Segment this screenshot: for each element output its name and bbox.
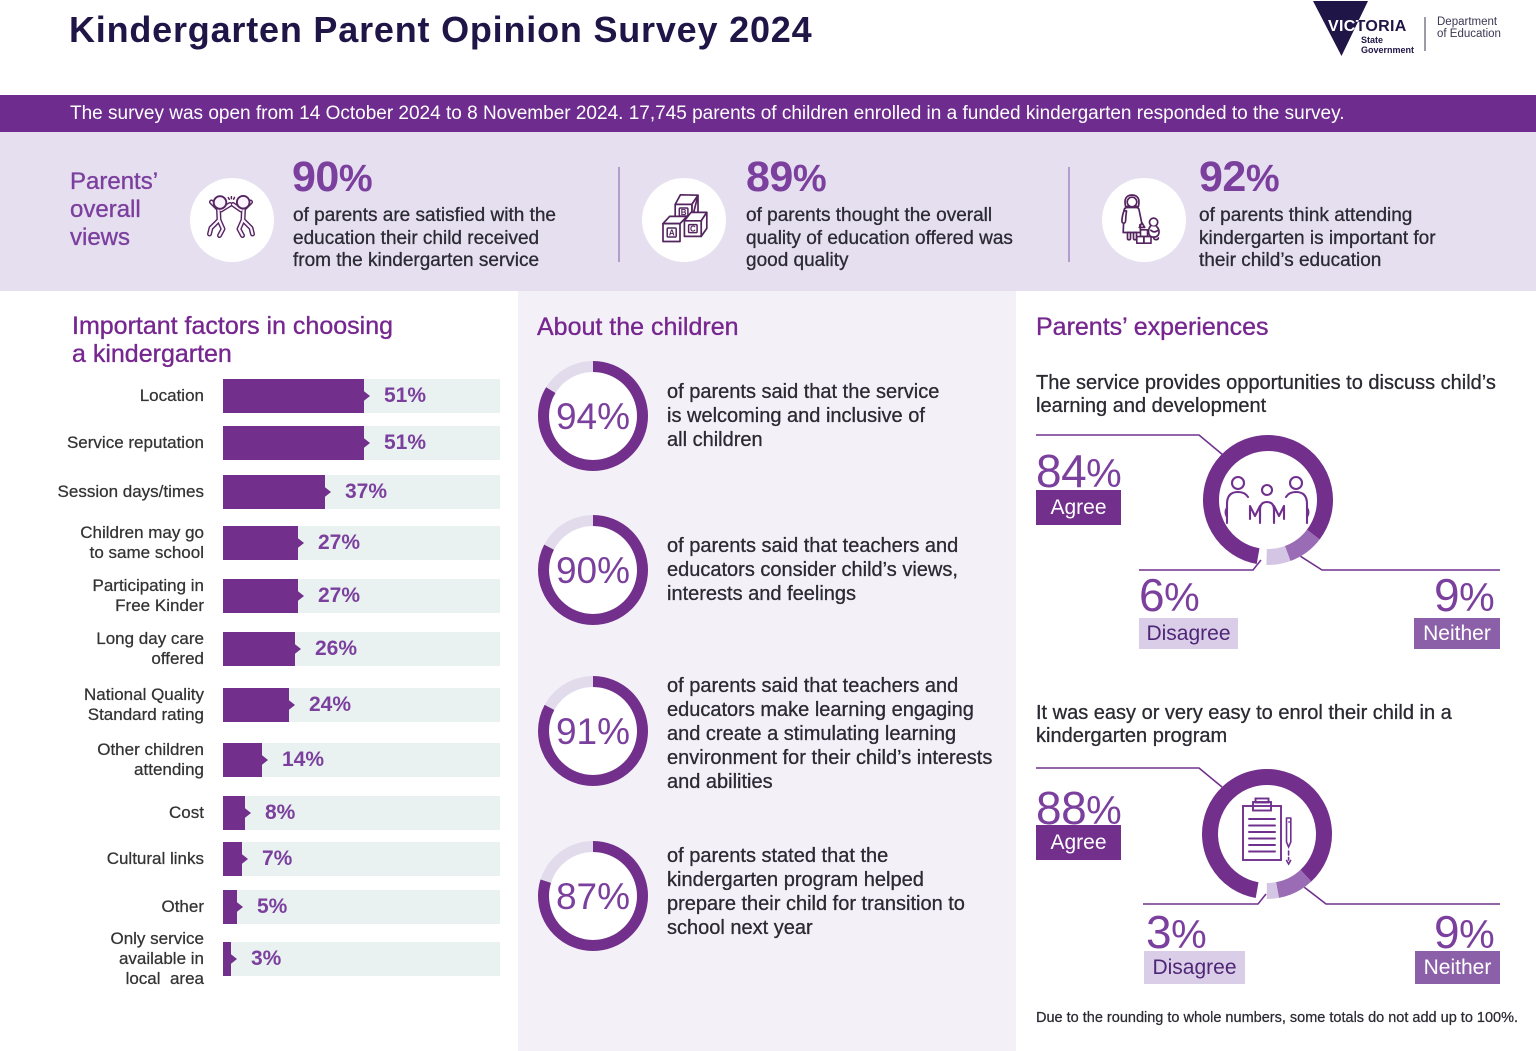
svg-text:State: State [1361, 35, 1383, 45]
svg-text:Government: Government [1361, 45, 1414, 55]
svg-text:90%: 90% [556, 550, 630, 591]
svg-text:C: C [690, 225, 696, 234]
svg-text:91%: 91% [556, 711, 630, 752]
svg-text:94%: 94% [556, 396, 630, 437]
svg-text:Department: Department [1437, 16, 1498, 28]
svg-text:87%: 87% [556, 876, 630, 917]
svg-text:VICTORIA: VICTORIA [1328, 18, 1407, 35]
svg-text:B: B [681, 208, 687, 217]
svg-text:A: A [669, 229, 675, 238]
svg-text:of Education: of Education [1437, 28, 1501, 40]
